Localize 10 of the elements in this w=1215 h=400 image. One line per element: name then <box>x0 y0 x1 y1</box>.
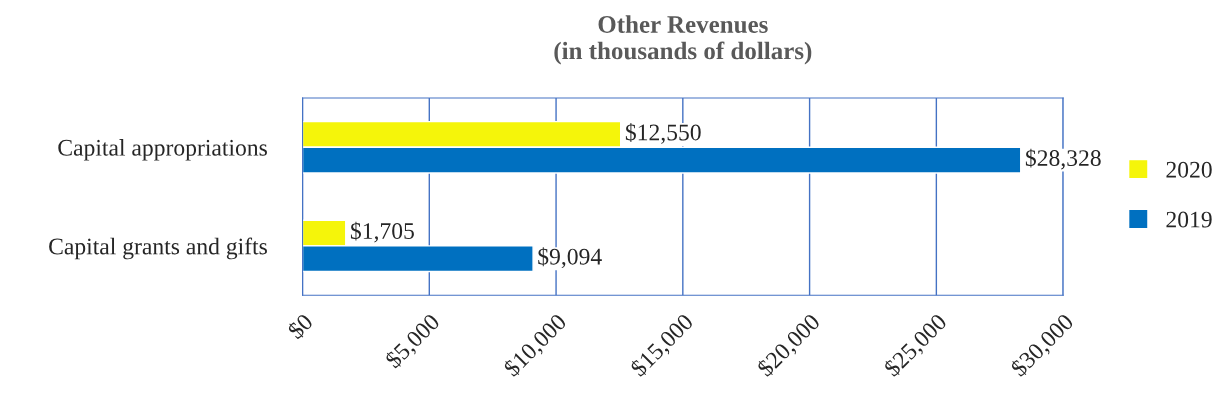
y-tick-label: Capital grants and gifts <box>49 237 267 260</box>
legend-label: 2020 <box>1166 161 1212 178</box>
data-label: $9,094 <box>538 247 602 269</box>
data-label: $12,550 <box>625 123 701 144</box>
y-tick-label: Capital appropriations <box>58 139 267 161</box>
data-label: $28,328 <box>1025 148 1101 170</box>
chart-title: Other Revenues (in thousands of dollars) <box>554 15 812 65</box>
legend-label: 2019 <box>1166 211 1212 228</box>
data-label: $1,705 <box>350 221 414 243</box>
x-tick-label: $0 <box>286 312 315 341</box>
